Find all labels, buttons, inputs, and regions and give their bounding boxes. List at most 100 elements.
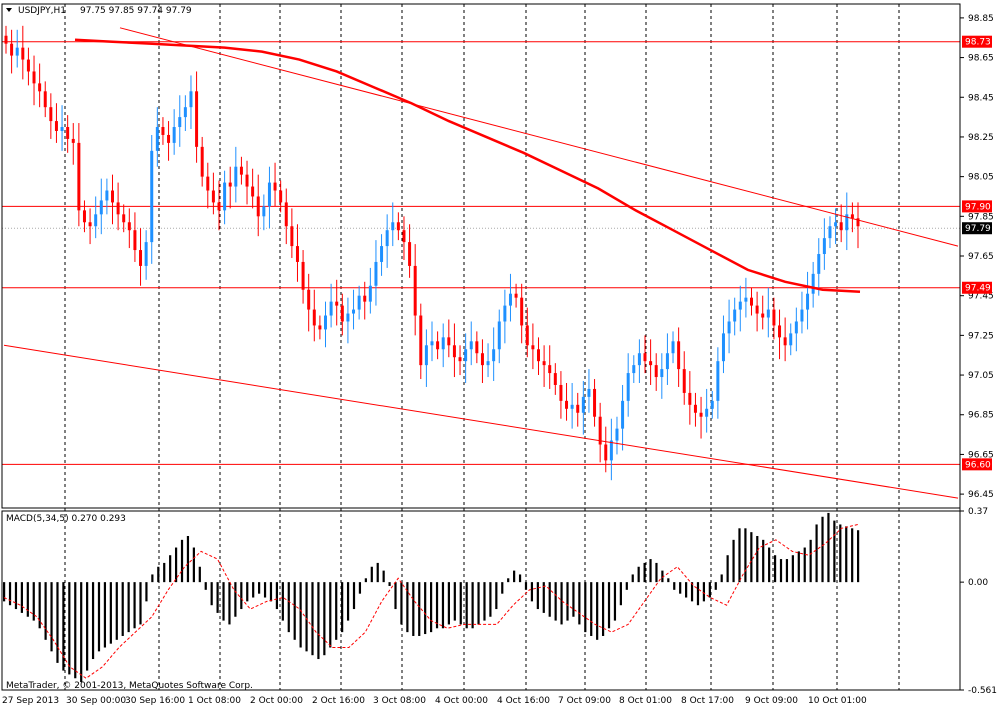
candle-body [475, 341, 479, 354]
macd-signal-line [3, 523, 859, 679]
macd-bar [643, 562, 646, 583]
macd-bar [275, 582, 279, 610]
macd-bar [74, 582, 77, 679]
candle-body [525, 325, 529, 346]
macd-bar [661, 570, 664, 583]
level-label: 96.60 [965, 460, 991, 470]
x-tick-label: 7 Oct 09:00 [558, 696, 611, 706]
candle-body [705, 408, 709, 417]
macd-bar [394, 582, 397, 610]
candle-body [806, 293, 810, 310]
macd-y-tick-label: 0.37 [968, 507, 988, 517]
macd-bar [305, 582, 308, 652]
candle-body [178, 117, 182, 128]
macd-bar [388, 582, 391, 586]
macd-bar [513, 570, 516, 583]
candle-body [447, 337, 451, 346]
macd-bar [406, 582, 409, 633]
macd-bar [287, 582, 290, 633]
candle-body [789, 333, 793, 346]
candle-body [637, 353, 641, 366]
x-tick-label: 2 Oct 00:00 [250, 696, 303, 706]
candle-body [817, 254, 821, 274]
y-tick-label: 98.45 [968, 93, 994, 103]
candle-body [82, 210, 86, 223]
macd-bar [258, 582, 261, 594]
candle-body [856, 218, 860, 227]
candle-body [609, 440, 613, 461]
macd-bar [560, 582, 563, 625]
macd-bar [572, 582, 575, 617]
candle-body [548, 365, 552, 374]
macd-bar [447, 582, 450, 625]
macd-bar [192, 547, 195, 583]
candle-body [273, 182, 277, 191]
macd-bar [524, 582, 528, 590]
candle-body [318, 325, 322, 330]
macd-bar [833, 520, 836, 583]
macd-bar [631, 574, 634, 583]
macd-title: MACD(5,34,5) 0.270 0.293 [6, 514, 126, 524]
macd-bar [329, 582, 332, 648]
macd-bar [768, 547, 771, 583]
candle-body [688, 392, 692, 405]
macd-bar [145, 582, 148, 602]
macd-bar [584, 582, 587, 633]
candle-body [570, 404, 574, 409]
macd-bar [518, 574, 522, 583]
candle-body [441, 337, 445, 350]
candle-body [850, 214, 854, 219]
candle-body [761, 313, 765, 318]
candle-body [211, 190, 215, 203]
macd-bar [32, 582, 35, 621]
macd-bar [115, 582, 118, 640]
macd-bar [180, 539, 184, 583]
macd-bar [311, 582, 314, 656]
macd-bar [151, 574, 154, 583]
candle-body [772, 309, 776, 326]
candle-body [632, 365, 636, 374]
candle-body [10, 43, 14, 56]
candle-body [167, 134, 171, 143]
candle-body [716, 361, 720, 401]
candle-body [312, 309, 316, 326]
candle-body [581, 396, 585, 413]
candle-body [727, 321, 731, 334]
macd-bar [210, 582, 213, 606]
macd-y-tick-label: -0.561 [968, 686, 997, 696]
candle-body [144, 242, 148, 266]
macd-bar [827, 512, 830, 583]
macd-bar [121, 582, 124, 636]
macd-bar [637, 566, 640, 583]
macd-bar [471, 582, 474, 629]
candle-body [811, 273, 815, 294]
candle-body [139, 250, 143, 266]
macd-bar [839, 524, 842, 583]
macd-bar [424, 582, 427, 635]
candle-body [290, 226, 294, 247]
candle-body [26, 59, 30, 72]
candle-body [60, 127, 64, 131]
candle-body [576, 404, 580, 413]
level-label-bg [962, 458, 992, 471]
candle-body [503, 305, 507, 322]
candle-body [660, 369, 664, 378]
lower-trendline [3, 344, 959, 499]
candle-body [766, 309, 770, 318]
candle-body [665, 353, 669, 370]
candle-body [402, 230, 406, 243]
y-tick-label: 97.45 [968, 292, 994, 302]
candle-body [396, 222, 400, 231]
candle-body [116, 202, 120, 215]
macd-bar [103, 582, 107, 648]
candle-body [464, 349, 468, 362]
y-tick-label: 98.25 [968, 133, 994, 143]
candle-body [340, 305, 344, 322]
macd-bar [459, 582, 462, 625]
macd-bar [685, 582, 688, 598]
macd-bar [133, 582, 136, 629]
macd-bar [625, 582, 628, 590]
candle-body [217, 202, 221, 211]
